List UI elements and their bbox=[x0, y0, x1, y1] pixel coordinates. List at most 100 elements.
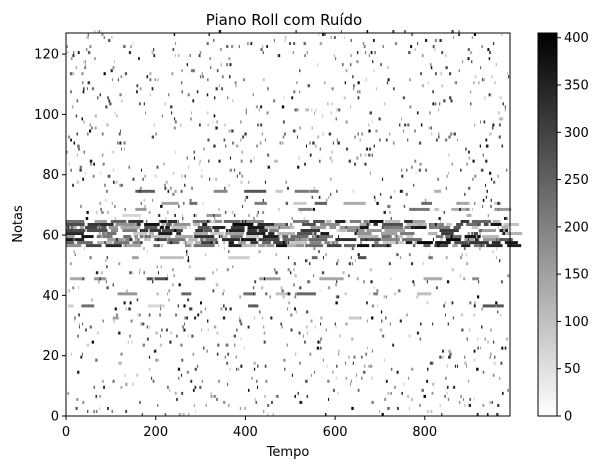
heatmap-cell bbox=[66, 150, 68, 154]
heatmap-cell bbox=[128, 219, 144, 223]
heatmap-cell bbox=[381, 232, 398, 236]
heatmap-cell bbox=[282, 295, 285, 299]
heatmap-cell bbox=[213, 144, 216, 148]
heatmap-cell bbox=[451, 268, 454, 272]
heatmap-cell bbox=[89, 129, 92, 133]
heatmap-cell bbox=[114, 216, 116, 220]
heatmap-cell bbox=[175, 235, 194, 239]
heatmap-cell bbox=[485, 144, 489, 148]
heatmap-cell bbox=[349, 219, 362, 223]
heatmap-cell bbox=[193, 213, 196, 217]
heatmap-cell bbox=[438, 132, 440, 136]
heatmap-cell bbox=[99, 406, 101, 410]
heatmap-cell bbox=[106, 286, 109, 290]
heatmap-cell bbox=[385, 295, 387, 299]
heatmap-cell bbox=[247, 42, 249, 46]
heatmap-cell bbox=[116, 114, 118, 118]
heatmap-cell bbox=[312, 235, 334, 239]
heatmap-cell bbox=[413, 183, 415, 187]
heatmap-cell bbox=[203, 147, 206, 151]
heatmap-cell bbox=[363, 45, 366, 49]
heatmap-cell bbox=[167, 292, 169, 296]
heatmap-cell bbox=[443, 226, 445, 230]
heatmap-cell bbox=[328, 195, 330, 199]
heatmap-cell bbox=[326, 244, 342, 248]
heatmap-cell bbox=[115, 180, 118, 184]
heatmap-cell bbox=[489, 355, 491, 359]
heatmap-cell bbox=[349, 105, 352, 109]
heatmap-cell bbox=[325, 328, 327, 332]
heatmap-cell bbox=[501, 232, 523, 236]
heatmap-cell bbox=[320, 346, 322, 350]
heatmap-cell bbox=[305, 310, 309, 314]
heatmap-cell bbox=[181, 81, 183, 85]
heatmap-cell bbox=[378, 117, 381, 121]
heatmap-cell bbox=[289, 42, 291, 46]
heatmap-cell bbox=[503, 229, 506, 233]
heatmap-cell bbox=[200, 241, 219, 245]
heatmap-cell bbox=[434, 222, 437, 226]
heatmap-cell bbox=[475, 235, 478, 239]
heatmap-cell bbox=[469, 90, 472, 94]
heatmap-cell bbox=[363, 162, 365, 166]
heatmap-cell bbox=[402, 238, 422, 242]
heatmap-cell bbox=[309, 153, 312, 157]
heatmap-cell bbox=[103, 385, 106, 389]
heatmap-cell bbox=[106, 123, 109, 127]
heatmap-cell bbox=[66, 222, 85, 226]
heatmap-cell bbox=[477, 346, 479, 350]
heatmap-cell bbox=[77, 370, 80, 374]
heatmap-cell bbox=[339, 334, 341, 338]
heatmap-cell bbox=[127, 340, 130, 344]
heatmap-cell bbox=[120, 99, 123, 103]
heatmap-cell bbox=[82, 277, 85, 281]
heatmap-cell bbox=[218, 379, 220, 383]
heatmap-cell bbox=[263, 331, 266, 335]
heatmap-cell bbox=[382, 222, 403, 226]
x-tick-label: 200 bbox=[143, 425, 168, 440]
heatmap-cell bbox=[72, 54, 75, 58]
heatmap-cell bbox=[263, 325, 265, 329]
heatmap-cell bbox=[125, 382, 128, 386]
heatmap-cell bbox=[104, 198, 107, 202]
heatmap-cell bbox=[197, 226, 210, 230]
heatmap-cell bbox=[407, 376, 410, 380]
heatmap-cell bbox=[413, 219, 426, 223]
heatmap-cell bbox=[412, 244, 415, 248]
heatmap-cell bbox=[193, 150, 195, 154]
heatmap-cell bbox=[388, 204, 391, 208]
heatmap-cell bbox=[365, 238, 367, 242]
heatmap-cell bbox=[193, 232, 208, 236]
heatmap-cell bbox=[446, 174, 448, 178]
heatmap-cell bbox=[506, 72, 508, 76]
heatmap-cell bbox=[345, 376, 348, 380]
heatmap-cell bbox=[140, 241, 143, 245]
heatmap-cell bbox=[180, 189, 183, 193]
heatmap-cell bbox=[81, 117, 83, 121]
heatmap-cell bbox=[371, 120, 374, 124]
heatmap-cell bbox=[193, 222, 200, 226]
heatmap-cell bbox=[473, 313, 476, 317]
heatmap-cell bbox=[434, 189, 442, 193]
heatmap-cell bbox=[338, 235, 340, 239]
heatmap-cell bbox=[85, 244, 102, 248]
heatmap-cell bbox=[105, 280, 107, 284]
heatmap-cell bbox=[488, 93, 491, 97]
heatmap-cell bbox=[396, 370, 399, 374]
heatmap-cell bbox=[190, 117, 192, 121]
heatmap-cell bbox=[261, 286, 264, 290]
heatmap-cell bbox=[194, 409, 197, 413]
heatmap-cell bbox=[472, 177, 474, 181]
heatmap-cell bbox=[264, 138, 266, 142]
heatmap-cell bbox=[188, 238, 198, 242]
heatmap-cell bbox=[223, 219, 244, 223]
heatmap-cell bbox=[506, 216, 508, 220]
heatmap-cell bbox=[213, 219, 223, 223]
heatmap-cell bbox=[429, 361, 433, 365]
heatmap-cell bbox=[469, 403, 471, 407]
heatmap-cell bbox=[261, 316, 264, 320]
heatmap-cell bbox=[368, 129, 371, 133]
heatmap-cell bbox=[381, 238, 400, 242]
heatmap-cell bbox=[327, 286, 331, 290]
heatmap-cell bbox=[337, 391, 339, 395]
